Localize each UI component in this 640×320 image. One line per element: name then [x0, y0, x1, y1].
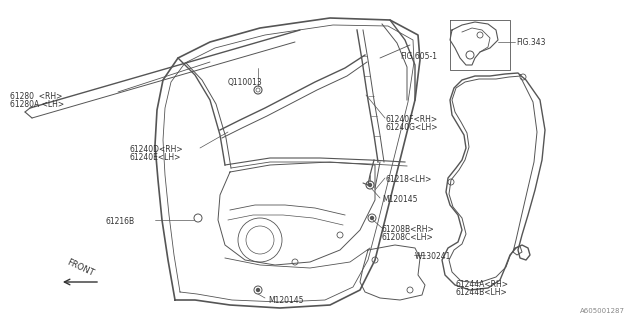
Text: M120145: M120145 — [382, 195, 417, 204]
Circle shape — [369, 183, 371, 187]
Text: A605001287: A605001287 — [580, 308, 625, 314]
Text: FRONT: FRONT — [65, 258, 95, 278]
Text: 61218<LH>: 61218<LH> — [386, 175, 433, 184]
Text: M120145: M120145 — [268, 296, 303, 305]
Text: 61240G<LH>: 61240G<LH> — [386, 123, 438, 132]
Text: 61216B: 61216B — [105, 217, 134, 226]
Text: 61280  <RH>: 61280 <RH> — [10, 92, 62, 101]
Text: 61208B<RH>: 61208B<RH> — [382, 225, 435, 234]
Text: 61244A<RH>: 61244A<RH> — [455, 280, 508, 289]
Text: 61208C<LH>: 61208C<LH> — [382, 233, 434, 242]
Text: 61280A <LH>: 61280A <LH> — [10, 100, 64, 109]
Text: FIG.343: FIG.343 — [516, 38, 545, 47]
Text: W130241: W130241 — [415, 252, 451, 261]
Text: 61240F<RH>: 61240F<RH> — [386, 115, 438, 124]
Circle shape — [371, 217, 374, 220]
Circle shape — [257, 289, 259, 292]
Text: FIG.605-1: FIG.605-1 — [400, 52, 437, 61]
Text: Q110013: Q110013 — [228, 78, 263, 87]
Text: 61240E<LH>: 61240E<LH> — [130, 153, 181, 162]
Text: 61244B<LH>: 61244B<LH> — [455, 288, 507, 297]
Text: 61240D<RH>: 61240D<RH> — [130, 145, 184, 154]
